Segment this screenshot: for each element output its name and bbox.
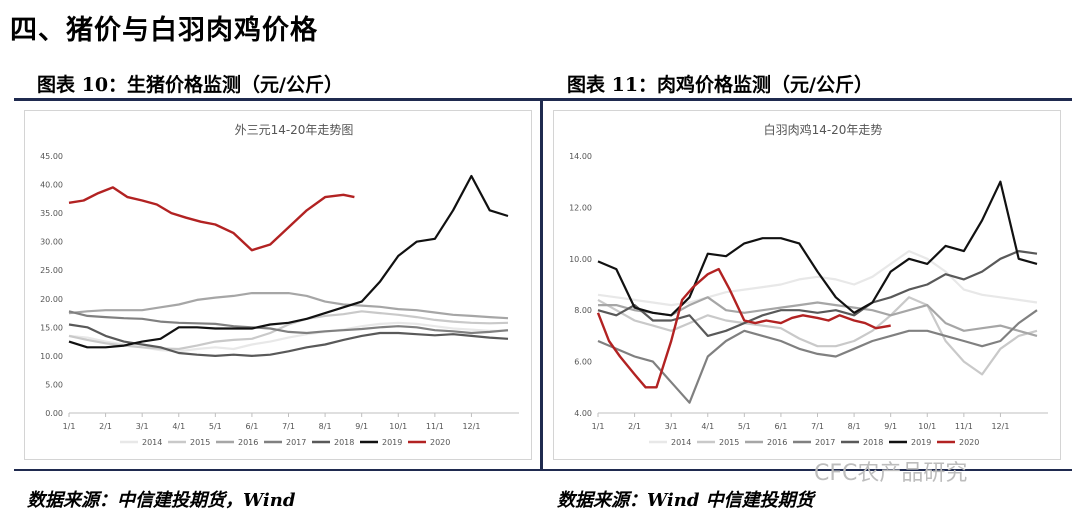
y-tick-label: 45.00 <box>40 152 63 161</box>
legend-label-2020: 2020 <box>430 438 450 447</box>
series-line-2020 <box>596 267 891 389</box>
legend-label-2018: 2018 <box>334 438 354 447</box>
x-tick-label: 11/1 <box>955 422 973 431</box>
x-tick-label: 1/1 <box>592 422 605 431</box>
figure-11-title: 图表 11：肉鸡价格监测（元/公斤） <box>567 74 873 96</box>
x-tick-label: 10/1 <box>389 422 407 431</box>
series-line-2018 <box>597 250 1038 337</box>
x-tick-label: 6/1 <box>245 422 258 431</box>
broiler-price-chart-panel: 白羽肉鸡14-20年走势 4.00 6.00 8.00 10.00 12.00 14.00 1… <box>553 110 1061 460</box>
legend-label-2015: 2015 <box>719 438 739 447</box>
y-tick-label: 40.00 <box>40 181 63 190</box>
series-line-2015 <box>68 310 509 351</box>
x-tick-label: 9/1 <box>884 422 897 431</box>
x-tick-label: 3/1 <box>136 422 149 431</box>
y-tick-label: 25.00 <box>40 266 63 275</box>
legend-label-2015: 2015 <box>190 438 210 447</box>
series-line-2018 <box>68 323 509 357</box>
y-tick-label: 30.00 <box>40 238 63 247</box>
legend-label-2019: 2019 <box>911 438 931 447</box>
series-line-2019 <box>68 174 509 349</box>
legend-label-2016: 2016 <box>238 438 258 447</box>
y-tick-label: 10.00 <box>40 352 63 361</box>
x-tick-label: 4/1 <box>701 422 714 431</box>
series-line-2014 <box>597 250 1038 307</box>
y-tick-label: 15.00 <box>40 323 63 332</box>
hog-price-chart: 外三元14-20年走势图 0.00 5.00 10.00 15.00 20.00 25.00… <box>40 123 519 447</box>
watermark: CFC农产品研究 <box>814 461 968 486</box>
x-tick-label: 2/1 <box>99 422 112 431</box>
y-tick-label: 4.00 <box>574 409 592 418</box>
legend-label-2019: 2019 <box>382 438 402 447</box>
x-tick-label: 12/1 <box>462 422 480 431</box>
source-note-right: 数据来源：Wind 中信建投期货 <box>557 490 814 511</box>
y-tick-label: 14.00 <box>569 152 592 161</box>
chart-title: 外三元14-20年走势图 <box>235 123 354 137</box>
y-tick-label: 35.00 <box>40 209 63 218</box>
legend-label-2014: 2014 <box>671 438 691 447</box>
x-tick-label: 11/1 <box>426 422 444 431</box>
x-tick-label: 12/1 <box>991 422 1009 431</box>
legend-label-2014: 2014 <box>142 438 162 447</box>
legend-label-2020: 2020 <box>959 438 979 447</box>
bottom-rule <box>14 469 1072 471</box>
x-tick-label: 10/1 <box>918 422 936 431</box>
figure-10-title: 图表 10：生猪价格监测（元/公斤） <box>37 74 343 96</box>
y-tick-label: 8.00 <box>574 306 592 315</box>
y-tick-label: 0.00 <box>45 409 63 418</box>
y-tick-label: 10.00 <box>569 255 592 264</box>
x-tick-label: 5/1 <box>209 422 222 431</box>
legend-label-2016: 2016 <box>767 438 787 447</box>
series-line-2017 <box>597 309 1038 404</box>
legend-label-2017: 2017 <box>286 438 306 447</box>
y-tick-label: 20.00 <box>40 295 63 304</box>
x-tick-label: 7/1 <box>282 422 295 431</box>
figure-divider <box>540 98 543 471</box>
x-tick-label: 5/1 <box>738 422 751 431</box>
x-tick-label: 7/1 <box>811 422 824 431</box>
x-tick-label: 6/1 <box>774 422 787 431</box>
x-tick-label: 8/1 <box>848 422 861 431</box>
y-tick-label: 5.00 <box>45 380 63 389</box>
series-line-2016 <box>68 292 509 320</box>
series-line-2019 <box>597 180 1038 317</box>
legend-label-2018: 2018 <box>863 438 883 447</box>
x-tick-label: 2/1 <box>628 422 641 431</box>
x-tick-label: 4/1 <box>172 422 185 431</box>
y-tick-label: 12.00 <box>569 203 592 212</box>
series-line-2020 <box>68 186 355 252</box>
legend-label-2017: 2017 <box>815 438 835 447</box>
hog-price-chart-panel: 外三元14-20年走势图 0.00 5.00 10.00 15.00 20.00 25.00… <box>24 110 532 460</box>
x-tick-label: 1/1 <box>63 422 76 431</box>
top-rule <box>14 98 1072 101</box>
series-line-2015 <box>597 296 1038 376</box>
source-note-left: 数据来源：中信建投期货，Wind <box>27 490 296 511</box>
chart-title: 白羽肉鸡14-20年走势 <box>764 122 883 137</box>
x-tick-label: 3/1 <box>665 422 678 431</box>
broiler-price-chart: 白羽肉鸡14-20年走势 4.00 6.00 8.00 10.00 12.00 14.00 1… <box>569 122 1048 447</box>
section-title: 四、猪价与白羽肉鸡价格 <box>10 15 318 46</box>
y-tick-label: 6.00 <box>574 358 592 367</box>
x-tick-label: 8/1 <box>319 422 332 431</box>
x-tick-label: 9/1 <box>355 422 368 431</box>
series-line-2017 <box>68 310 509 335</box>
